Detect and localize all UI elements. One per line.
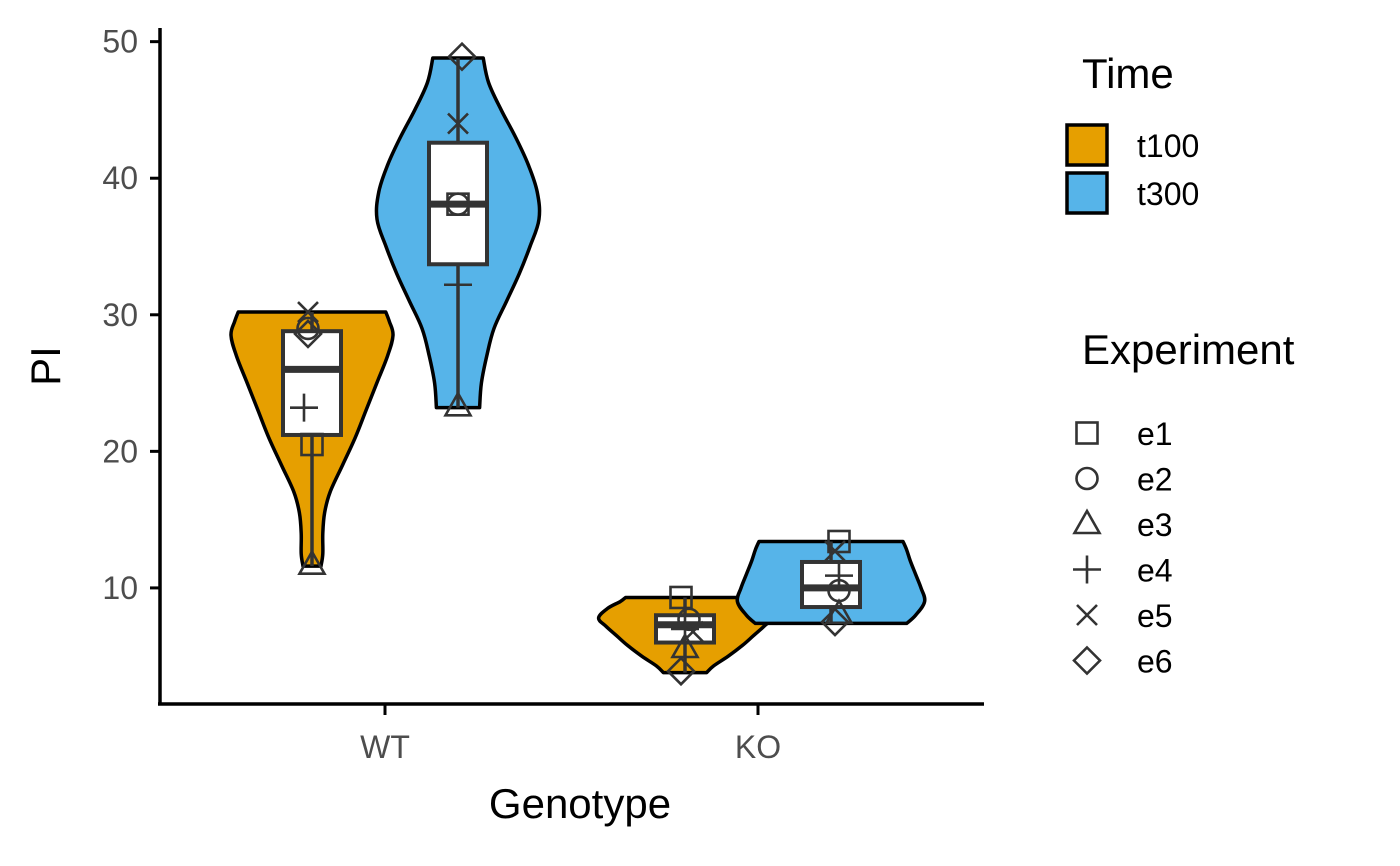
box-t100-WT [281, 329, 343, 437]
legend-key-e4 [1073, 555, 1101, 584]
legend-key-t300 [1065, 171, 1109, 215]
point-t100-KO-e6 [666, 656, 696, 687]
point-t300-KO-e5 [824, 540, 846, 562]
legend-label-e1: e1 [1137, 416, 1173, 452]
point-t300-WT-e2 [446, 192, 470, 216]
point-t100-WT-e5 [297, 301, 319, 323]
legend-label-e5: e5 [1137, 598, 1173, 634]
point-t300-WT-e4 [444, 270, 472, 299]
point-t300-WT-e6 [447, 41, 477, 72]
point-t300-KO-e4 [825, 561, 853, 590]
x-tick-label-KO: KO [735, 729, 781, 765]
legend-label-e4: e4 [1137, 553, 1173, 589]
x-axis-title: Genotype [489, 780, 671, 827]
point-t100-WT-e6 [293, 319, 323, 349]
legend-key-e6 [1072, 645, 1102, 676]
legend-label-t300: t300 [1137, 176, 1199, 212]
point-t100-KO-e3 [670, 632, 700, 659]
legend-fill-title: Time [1082, 50, 1174, 97]
point-t100-KO-e5 [682, 620, 704, 643]
axes: 10 20 30 40 50 WT KO [102, 24, 984, 765]
y-tick-label-10: 10 [102, 570, 138, 606]
y-tick-label-20: 20 [102, 433, 138, 469]
point-t300-KO-e6 [820, 607, 850, 637]
point-t100-WT-e4 [290, 393, 318, 422]
point-t100-WT-e1 [300, 432, 324, 457]
legend-label-t100: t100 [1137, 128, 1199, 164]
point-t100-WT-e3 [297, 549, 327, 576]
point-t100-WT-e2 [296, 316, 320, 341]
y-tick-label-30: 30 [102, 297, 138, 333]
y-tick-label-50: 50 [102, 24, 138, 60]
legend-key-e3 [1072, 508, 1102, 535]
point-t300-KO-e1 [827, 529, 851, 554]
legend-key-t100 [1065, 123, 1109, 167]
legend-key-e1 [1075, 421, 1099, 445]
legend-key-e2 [1075, 466, 1099, 491]
plot-area [229, 41, 927, 687]
legend-label-e2: e2 [1137, 462, 1173, 498]
legend: Time Experiment t100 t300 e1 e2 e3 e4 e5 e6 [1065, 50, 1295, 680]
legend-label-e6: e6 [1137, 644, 1173, 680]
point-t100-KO-e1 [669, 585, 693, 610]
y-tick-label-40: 40 [102, 160, 138, 196]
y-axis-title: PI [22, 346, 69, 386]
point-t300-WT-e5 [447, 112, 469, 135]
legend-shape-title: Experiment [1082, 326, 1295, 373]
point-t300-WT-e3 [443, 390, 473, 417]
legend-key-e5 [1076, 604, 1098, 626]
legend-label-e3: e3 [1137, 507, 1173, 543]
x-tick-label-WT: WT [360, 729, 410, 765]
